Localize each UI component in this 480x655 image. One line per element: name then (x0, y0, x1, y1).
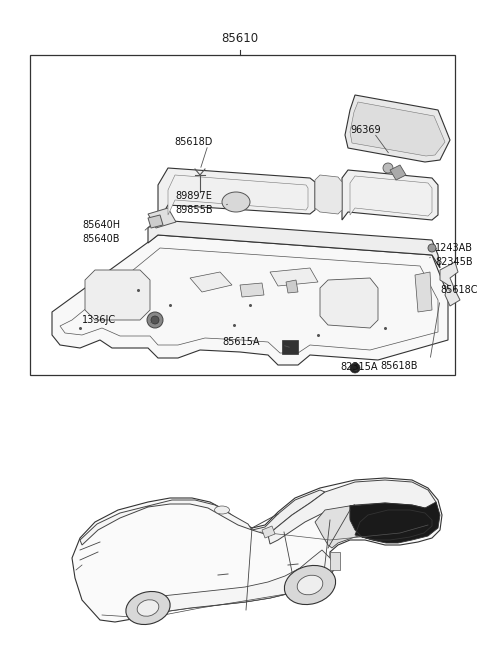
Polygon shape (270, 268, 318, 286)
Polygon shape (80, 500, 252, 545)
Polygon shape (168, 175, 308, 215)
Polygon shape (268, 480, 438, 544)
Polygon shape (315, 505, 362, 548)
Ellipse shape (215, 506, 229, 514)
Polygon shape (350, 502, 440, 543)
Ellipse shape (137, 600, 159, 616)
Polygon shape (350, 102, 445, 156)
Polygon shape (315, 175, 342, 214)
Text: 85615A: 85615A (222, 337, 260, 347)
Ellipse shape (222, 192, 250, 212)
Circle shape (147, 312, 163, 328)
Text: 85618D: 85618D (174, 137, 212, 147)
Polygon shape (286, 280, 298, 293)
Polygon shape (85, 270, 150, 320)
Circle shape (428, 244, 436, 252)
Text: 85640H: 85640H (82, 220, 120, 230)
Text: 85618B: 85618B (380, 361, 418, 371)
Text: 82315A: 82315A (340, 362, 377, 372)
Bar (282, 340, 298, 354)
Polygon shape (158, 168, 315, 222)
Ellipse shape (297, 575, 323, 595)
Text: 96369: 96369 (350, 125, 381, 135)
Text: 89855B: 89855B (175, 205, 213, 215)
Circle shape (383, 163, 393, 173)
Bar (330, 552, 340, 570)
Polygon shape (415, 272, 432, 312)
Text: 1243AB: 1243AB (435, 243, 473, 253)
Text: 85618C: 85618C (440, 285, 478, 295)
Circle shape (151, 316, 159, 324)
Polygon shape (148, 220, 440, 268)
Polygon shape (240, 283, 264, 297)
Polygon shape (60, 248, 438, 353)
Polygon shape (320, 278, 378, 328)
Polygon shape (135, 550, 335, 618)
Polygon shape (350, 176, 432, 216)
Text: 82345B: 82345B (435, 257, 473, 267)
Polygon shape (148, 208, 176, 228)
Ellipse shape (285, 565, 336, 605)
Polygon shape (345, 95, 450, 162)
Polygon shape (342, 170, 438, 220)
Polygon shape (190, 272, 232, 292)
Polygon shape (440, 262, 460, 306)
Circle shape (350, 363, 360, 373)
Polygon shape (262, 526, 275, 538)
Polygon shape (148, 215, 163, 228)
Bar (30, 55, 455, 375)
Polygon shape (252, 490, 325, 535)
Ellipse shape (126, 591, 170, 624)
Text: 85610: 85610 (221, 31, 259, 45)
Polygon shape (390, 165, 406, 180)
Polygon shape (52, 235, 448, 365)
Text: 85640B: 85640B (82, 234, 120, 244)
Polygon shape (72, 478, 442, 622)
Text: 89897E: 89897E (175, 191, 212, 201)
Text: 1336JC: 1336JC (82, 315, 116, 325)
